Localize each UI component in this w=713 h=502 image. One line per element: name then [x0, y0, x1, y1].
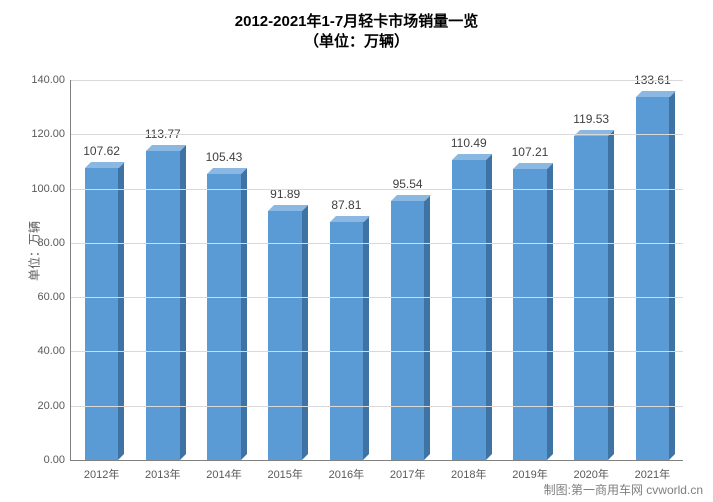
x-tick-label: 2016年 [329, 460, 364, 482]
x-tick-label: 2021年 [635, 460, 670, 482]
bar-side [118, 162, 124, 460]
data-label: 105.43 [206, 150, 243, 164]
bar-front [391, 201, 425, 460]
grid-line [71, 189, 683, 190]
x-tick-label: 2015年 [267, 460, 302, 482]
bar-top [330, 216, 370, 222]
bar-side [486, 154, 492, 460]
x-tick-label: 2014年 [206, 460, 241, 482]
bar [207, 174, 241, 460]
bar-side [363, 216, 369, 460]
bar-side [424, 195, 430, 460]
y-tick-label: 80.00 [37, 237, 71, 249]
x-tick-label: 2018年 [451, 460, 486, 482]
x-tick-label: 2017年 [390, 460, 425, 482]
bar-front [146, 151, 180, 460]
grid-line [71, 134, 683, 135]
y-tick-label: 140.00 [31, 74, 71, 86]
bar-side [241, 168, 247, 460]
bar-slot: 95.542017年 [391, 201, 425, 460]
x-tick-label: 2019年 [512, 460, 547, 482]
bar-top [268, 205, 308, 211]
bar-front [330, 222, 364, 460]
bar-slot: 105.432014年 [207, 174, 241, 460]
grid-line [71, 80, 683, 81]
bar-front [85, 168, 119, 460]
y-tick-label: 100.00 [31, 183, 71, 195]
bar-slot: 113.772013年 [146, 151, 180, 460]
y-tick-label: 40.00 [37, 345, 71, 357]
bar [146, 151, 180, 460]
plot-area: 107.622012年 113.772013年 105.432014年 91.8920… [70, 80, 683, 461]
y-tick-label: 0.00 [44, 454, 71, 466]
bars-group: 107.622012年 113.772013年 105.432014年 91.8920… [71, 80, 683, 460]
bar-front [452, 160, 486, 460]
bar [85, 168, 119, 460]
bar-front [513, 169, 547, 460]
data-label: 110.49 [451, 136, 487, 150]
x-tick-label: 2012年 [84, 460, 119, 482]
chart-title-line1: 2012-2021年1-7月轻卡市场销量一览 [0, 12, 713, 32]
y-axis-label: 单位：万辆 [26, 221, 43, 281]
bar-slot: 91.892015年 [268, 211, 302, 460]
bar-front [268, 211, 302, 460]
bar [513, 169, 547, 460]
bar-slot: 87.812016年 [330, 222, 364, 460]
chart-container: 2012-2021年1-7月轻卡市场销量一览 （单位：万辆） 单位：万辆 107… [0, 0, 713, 502]
x-tick-label: 2013年 [145, 460, 180, 482]
bar-top [207, 168, 247, 174]
bar-front [207, 174, 241, 460]
data-label: 107.21 [512, 145, 549, 159]
bar-top [146, 145, 186, 151]
y-tick-label: 60.00 [37, 291, 71, 303]
y-tick-label: 20.00 [37, 400, 71, 412]
credit-text: 制图:第一商用车网 cvworld.cn [542, 481, 705, 498]
chart-title-line2: （单位：万辆） [0, 32, 713, 52]
bar [452, 160, 486, 460]
bar-side [180, 145, 186, 460]
bar-side [669, 91, 675, 460]
bar-side [547, 163, 553, 460]
data-label: 119.53 [573, 112, 609, 126]
bar-top [85, 162, 125, 168]
bar-slot: 107.212019年 [513, 169, 547, 460]
bar-top [513, 163, 553, 169]
bar-slot: 110.492018年 [452, 160, 486, 460]
bar-side [608, 130, 614, 460]
bar-top [391, 195, 431, 201]
y-tick-label: 120.00 [31, 128, 71, 140]
bar-top [636, 91, 676, 97]
bar-slot: 107.622012年 [85, 168, 119, 460]
bar [268, 211, 302, 460]
grid-line [71, 406, 683, 407]
grid-line [71, 243, 683, 244]
grid-line [71, 297, 683, 298]
x-tick-label: 2020年 [573, 460, 608, 482]
bar [391, 201, 425, 460]
bar [330, 222, 364, 460]
data-label: 87.81 [331, 198, 361, 212]
data-label: 107.62 [83, 144, 120, 158]
chart-title: 2012-2021年1-7月轻卡市场销量一览 （单位：万辆） [0, 12, 713, 51]
grid-line [71, 351, 683, 352]
bar-top [452, 154, 492, 160]
